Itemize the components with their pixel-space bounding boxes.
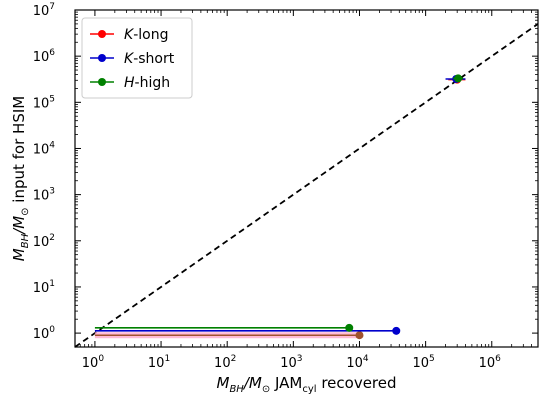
y-tick-label: 107 — [33, 2, 55, 19]
y-tick-label: 105 — [33, 94, 55, 111]
x-tick-label: 100 — [82, 354, 105, 371]
y-tick-label: 101 — [33, 279, 55, 296]
legend-swatch-marker — [98, 78, 106, 86]
y-tick-label: 104 — [33, 140, 56, 157]
axis-labels: MBH/M⊙ JAMcyl recovered MBH/M⊙ input for … — [10, 96, 397, 395]
x-axis-label: MBH/M⊙ JAMcyl recovered — [216, 374, 396, 395]
extra-point — [355, 331, 364, 340]
plot-area — [74, 23, 539, 348]
legend: K-long K-short H-high — [81, 17, 193, 99]
legend-entry-k-long: K-long — [124, 27, 168, 43]
data-point-h-high — [454, 74, 463, 83]
y-tick-label: 102 — [33, 233, 55, 250]
legend-box — [81, 17, 193, 99]
legend-entry-k-short: K-short — [124, 51, 175, 67]
plot-frame — [74, 9, 539, 348]
y-tick-label: 106 — [33, 48, 56, 65]
x-tick-label: 103 — [280, 354, 302, 371]
data-point-h-high — [345, 323, 354, 332]
x-tick-label: 105 — [412, 354, 434, 371]
y-axis-label: MBH/M⊙ input for HSIM — [10, 96, 31, 261]
y-tick-label: 103 — [33, 187, 55, 204]
y-tick-label: 100 — [33, 325, 56, 342]
x-tick-label: 102 — [214, 354, 236, 371]
x-tick-label: 106 — [479, 354, 502, 371]
legend-swatch-marker — [98, 54, 106, 62]
data-point-k-short — [392, 326, 401, 335]
x-tick-label: 101 — [148, 354, 170, 371]
legend-entry-h-high: H-high — [124, 75, 170, 91]
legend-swatch-marker — [98, 30, 106, 38]
x-tick-label: 104 — [346, 354, 369, 371]
